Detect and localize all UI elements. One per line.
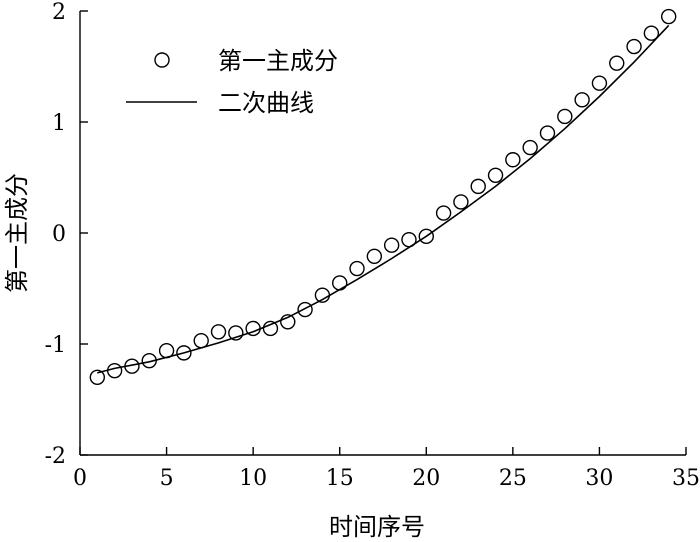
data-point	[280, 314, 296, 330]
y-axis-label: 第一主成分	[3, 173, 31, 293]
data-point	[505, 152, 521, 168]
data-point	[141, 352, 157, 369]
y-ticks: -2 -1 0 1 2	[45, 0, 88, 469]
legend-label-line: 二次曲线	[218, 89, 314, 117]
curve-layer	[97, 24, 670, 374]
data-point	[574, 92, 590, 108]
x-tick-label: 0	[73, 466, 87, 491]
data-point	[106, 362, 123, 379]
plot-area: 0 5 10 15 20 25 30 35 -2 -1 0 1 2	[45, 0, 700, 491]
data-point	[228, 325, 244, 341]
data-point	[453, 194, 469, 210]
series-line	[97, 24, 670, 374]
x-tick-label: 10	[239, 466, 267, 491]
y-tick-label: -2	[45, 444, 66, 469]
x-axis-label: 时间序号	[329, 513, 425, 541]
data-point	[210, 324, 227, 340]
data-point	[349, 260, 365, 277]
y-tick-label: 1	[52, 111, 66, 136]
data-point	[660, 8, 677, 25]
x-ticks: 0 5 10 15 20 25 30 35	[73, 447, 700, 491]
data-point	[609, 55, 625, 71]
x-tick-label: 5	[160, 466, 174, 491]
data-point	[626, 38, 642, 55]
x-tick-label: 30	[585, 466, 613, 491]
x-tick-label: 35	[672, 466, 700, 491]
y-tick-label: 2	[52, 0, 66, 25]
point-layer	[89, 8, 677, 385]
data-point	[591, 75, 608, 91]
data-point	[158, 342, 175, 359]
data-point	[262, 320, 279, 337]
data-point	[401, 231, 417, 248]
data-point	[89, 369, 106, 385]
legend-marker-scatter	[154, 52, 170, 68]
legend-label-scatter: 第一主成分	[218, 47, 338, 75]
x-tick-label: 20	[412, 466, 440, 491]
data-point	[418, 228, 434, 245]
data-point	[539, 125, 556, 141]
data-point	[314, 287, 331, 303]
data-point	[522, 139, 538, 156]
x-tick-label: 25	[499, 466, 527, 491]
y-tick-label: -1	[45, 333, 66, 358]
data-point	[176, 345, 192, 361]
data-point	[383, 237, 400, 253]
data-point	[124, 358, 140, 374]
data-point	[193, 332, 209, 349]
y-tick-label: 0	[52, 222, 66, 247]
data-point	[487, 167, 504, 183]
legend: 第一主成分 二次曲线	[126, 47, 338, 117]
data-point	[366, 248, 383, 265]
data-point	[245, 320, 261, 337]
data-point	[332, 275, 348, 291]
x-tick-label: 15	[326, 466, 354, 491]
data-point	[643, 25, 660, 41]
data-point	[557, 108, 573, 125]
data-point	[470, 178, 486, 195]
data-point	[297, 301, 313, 318]
data-point	[435, 205, 452, 221]
